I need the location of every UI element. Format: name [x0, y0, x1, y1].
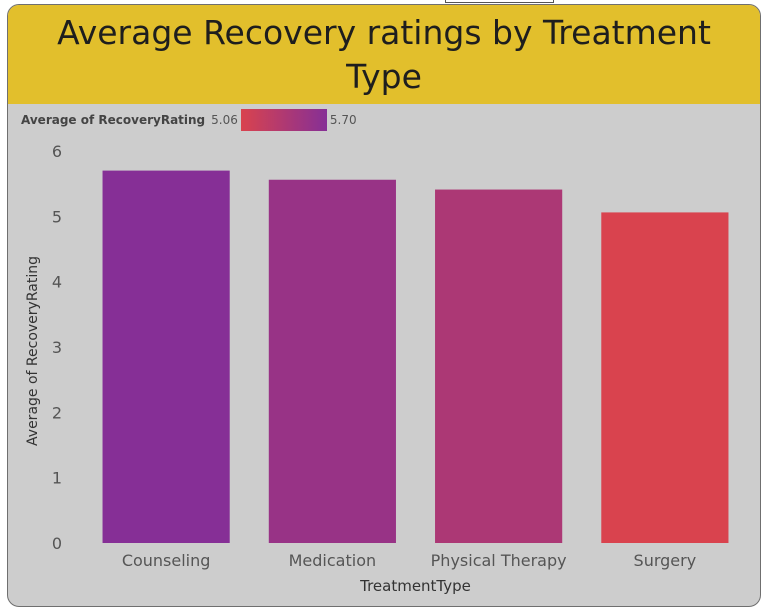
top-edge-tab	[445, 0, 554, 3]
title-bar: Average Recovery ratings by Treatment Ty…	[8, 5, 760, 104]
x-tick-label: Medication	[289, 551, 377, 570]
legend-max-label: 5.70	[329, 113, 357, 127]
x-tick-label: Surgery	[634, 551, 697, 570]
y-tick-label: 0	[52, 534, 62, 553]
y-tick-label: 4	[52, 273, 62, 292]
chart-card: Average Recovery ratings by Treatment Ty…	[7, 4, 761, 607]
bar-surgery	[601, 212, 729, 543]
legend-min-label: 5.06	[211, 113, 238, 127]
y-axis-title: Average of RecoveryRating	[25, 256, 41, 446]
bar-physical-therapy	[435, 189, 563, 543]
y-tick-label: 3	[52, 338, 62, 357]
legend-title: Average of RecoveryRating	[21, 113, 206, 127]
x-axis-title: TreatmentType	[359, 577, 471, 595]
y-tick-label: 1	[52, 469, 62, 488]
bar-chart-plot: 0 1 2 3 4 5 6 Counseling Medication Physical Ther…	[25, 142, 729, 595]
x-tick-label: Physical Therapy	[431, 551, 567, 570]
color-legend: Average of RecoveryRating 5.06 5.70	[21, 109, 357, 131]
y-tick-label: 5	[52, 207, 62, 226]
y-tick-label: 2	[52, 403, 62, 422]
bar-counseling	[102, 170, 230, 543]
x-tick-label: Counseling	[122, 551, 211, 570]
bar-medication	[268, 179, 396, 543]
chart-title: Average Recovery ratings by Treatment Ty…	[57, 12, 711, 96]
legend-gradient	[240, 109, 327, 131]
y-tick-label: 6	[52, 142, 62, 161]
